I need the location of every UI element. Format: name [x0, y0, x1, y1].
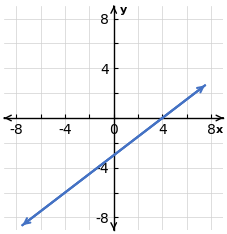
Text: x: x [215, 125, 222, 135]
Text: y: y [119, 5, 126, 15]
